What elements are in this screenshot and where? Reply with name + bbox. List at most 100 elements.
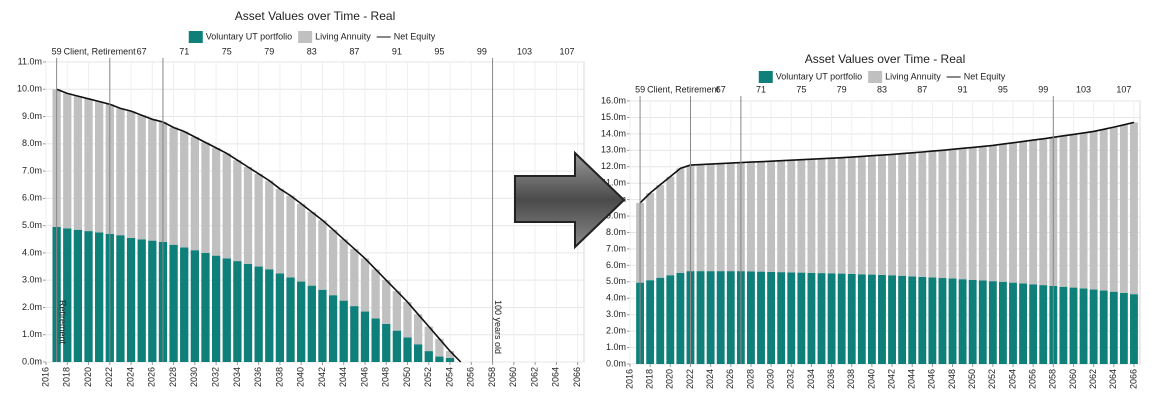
bar: [837, 157, 846, 274]
bar: [84, 98, 93, 232]
x-tick-label: 2036: [253, 367, 263, 387]
x-tick-label: 2052: [987, 369, 997, 389]
bar: [116, 108, 125, 236]
bar: [233, 160, 242, 262]
bar: [716, 271, 725, 364]
bar: [837, 273, 846, 364]
bar: [757, 161, 765, 272]
x2-axis-label: Client, Retirement: [647, 84, 720, 94]
bar: [180, 247, 189, 362]
bar: [1019, 141, 1028, 284]
bar: [169, 244, 178, 362]
x-tick-label: 2056: [1028, 369, 1038, 389]
bar: [958, 148, 967, 280]
bar: [1079, 288, 1088, 364]
bar: [676, 272, 685, 364]
bar: [827, 158, 836, 274]
bar: [297, 281, 306, 362]
y-tick-label: 6.0m: [22, 193, 42, 203]
bar: [1099, 290, 1108, 364]
bar: [898, 153, 907, 276]
bar: [968, 147, 977, 280]
x2-tick-label: 91: [958, 84, 968, 94]
bar: [95, 232, 104, 362]
bar: [201, 252, 210, 362]
legend: Voluntary UT portfolio Living Annuity Net …: [758, 71, 1006, 83]
bar: [275, 188, 285, 274]
x2-tick-label: 83: [307, 46, 317, 56]
bar: [445, 351, 455, 358]
bar: [747, 162, 755, 272]
bar: [706, 164, 715, 272]
bar: [307, 285, 316, 362]
x-tick-label: 2034: [232, 367, 242, 387]
bar: [1119, 292, 1128, 364]
x-tick-label: 2030: [765, 369, 775, 389]
x2-tick-label: 103: [517, 46, 532, 56]
x2-tick-label: 59: [635, 84, 645, 94]
x2-tick-label: 87: [917, 84, 927, 94]
y-tick-label: 1.0m: [22, 329, 42, 339]
bar: [666, 275, 675, 364]
x2-tick-label: 87: [349, 46, 359, 56]
bar: [307, 212, 316, 286]
y-tick-label: 8.0m: [22, 138, 42, 148]
y-tick-label: 10.0m: [601, 194, 626, 204]
bar: [211, 147, 221, 256]
bar: [222, 153, 231, 259]
bar: [807, 159, 816, 273]
bar: [726, 271, 735, 364]
x-tick-label: 2054: [444, 367, 454, 387]
bar: [95, 101, 104, 233]
bar: [787, 160, 796, 273]
bar: [948, 149, 957, 279]
bar: [726, 163, 735, 272]
bar: [328, 295, 338, 362]
legend-swatch: [298, 31, 313, 43]
bar: [435, 338, 444, 357]
bar: [787, 272, 796, 364]
bar: [339, 300, 348, 362]
bar: [360, 311, 370, 362]
bar: [265, 269, 274, 362]
x-tick-label: 2060: [1068, 369, 1078, 389]
bar: [350, 248, 359, 307]
bar: [938, 150, 947, 279]
bar: [424, 351, 433, 362]
bar: [243, 263, 253, 362]
bar: [254, 173, 263, 267]
marker-label: 100 years old: [493, 300, 503, 354]
legend-label: Voluntary UT portfolio: [776, 71, 862, 81]
y-tick-label: 5.0m: [22, 220, 42, 230]
x-tick-label: 2022: [685, 369, 695, 389]
bar: [116, 235, 125, 362]
y-tick-label: 3.0m: [22, 275, 42, 285]
legend-label: Net Equity: [394, 31, 436, 41]
legend-swatch: [758, 71, 773, 83]
x2-tick-label: 99: [477, 46, 487, 56]
bar: [847, 157, 856, 274]
bar: [413, 314, 423, 345]
x-tick-label: 2040: [296, 367, 306, 387]
bar: [403, 337, 412, 362]
bar: [286, 277, 295, 362]
x-tick-label: 2016: [40, 367, 50, 387]
x-tick-label: 2058: [487, 367, 497, 387]
x-tick-label: 2032: [210, 367, 220, 387]
bar: [63, 93, 72, 229]
y-tick-label: 11.0m: [18, 56, 42, 66]
line: [56, 88, 462, 363]
x-tick-label: 2040: [866, 369, 876, 389]
x-tick-label: 2062: [1088, 369, 1098, 389]
y-tick-label: 11.0m: [602, 178, 626, 188]
x2-tick-label: 75: [222, 46, 232, 56]
y-tick-label: 16.0m: [601, 95, 626, 105]
bar: [211, 255, 221, 362]
legend-swatch: [868, 71, 883, 83]
x-tick-label: 2020: [665, 369, 675, 389]
bar: [392, 291, 402, 331]
x-tick-label: 2050: [967, 369, 977, 389]
bar: [201, 142, 210, 253]
x-tick-label: 2020: [83, 367, 93, 387]
bar: [908, 152, 917, 277]
